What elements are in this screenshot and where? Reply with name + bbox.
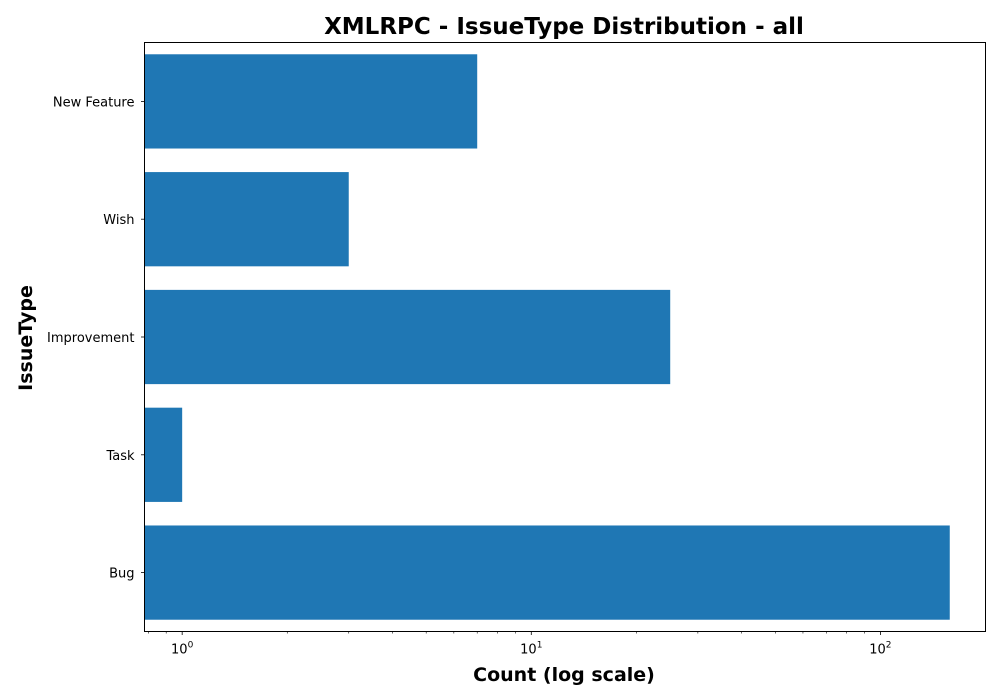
y-tick-label-improvement: Improvement [47, 331, 134, 346]
bar-wish [144, 172, 349, 267]
plot-frame [144, 42, 986, 632]
bar-new-feature [144, 54, 478, 149]
y-tick-label-new-feature: New Feature [53, 95, 135, 110]
bar-bug [144, 525, 950, 620]
x-axis-label: Count (log scale) [473, 664, 655, 686]
x-axis-ticks: 100 101 102 [148, 631, 892, 658]
chart-title: XMLRPC - IssueType Distribution - all [324, 14, 804, 40]
y-axis-label: IssueType [15, 285, 37, 391]
bar-improvement [144, 289, 671, 385]
bars-group [144, 54, 950, 620]
x-tick-label-100: 102 [869, 641, 891, 658]
y-tick-label-task: Task [105, 449, 135, 464]
bar-task [144, 407, 183, 502]
x-tick-label-1: 100 [171, 641, 194, 658]
x-tick-label-10: 101 [520, 641, 542, 658]
y-tick-label-wish: Wish [103, 213, 134, 228]
y-axis-ticks: Bug Task Improvement Wish New Feature [47, 95, 145, 582]
y-tick-label-bug: Bug [109, 567, 134, 582]
